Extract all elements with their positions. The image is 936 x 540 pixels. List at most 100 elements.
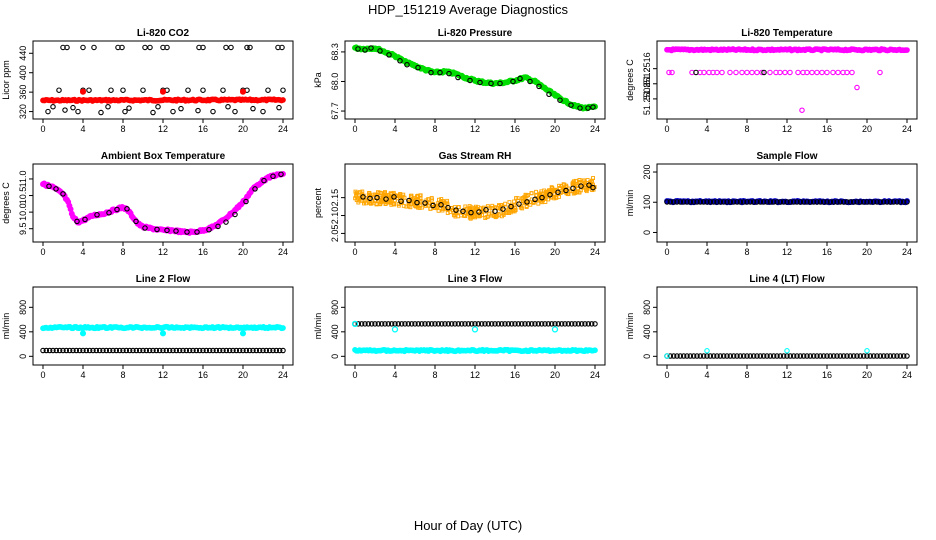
data-point (538, 321, 545, 327)
data-point (710, 353, 717, 359)
data-point (684, 353, 690, 359)
data-point (740, 353, 747, 359)
x-tick-label: 8 (120, 247, 125, 257)
data-point (216, 347, 223, 354)
data-point (700, 353, 707, 359)
data-point (585, 178, 590, 183)
data-point (466, 210, 471, 215)
x-tick-label: 16 (198, 124, 208, 134)
data-point (446, 70, 452, 77)
data-point (835, 69, 841, 76)
data-point (173, 228, 179, 234)
x-tick-label: 4 (704, 370, 709, 380)
data-point (166, 347, 173, 354)
data-point (585, 187, 590, 192)
x-tick-label: 8 (744, 124, 749, 134)
data-point (900, 199, 907, 205)
x-tick-label: 20 (550, 124, 560, 134)
data-point (93, 347, 100, 354)
data-point (200, 87, 206, 93)
data-point (415, 321, 422, 327)
data-point (784, 353, 790, 359)
figure-title: HDP_151219 Average Diagnostics (368, 2, 568, 17)
x-tick-label: 24 (278, 247, 288, 257)
y-tick-label: 51.2508 (642, 83, 652, 116)
data-point (568, 102, 574, 108)
data-point (499, 214, 504, 219)
data-point (232, 211, 238, 218)
data-point (804, 69, 810, 76)
y-tick-label: 68.0 (330, 73, 340, 91)
data-point (183, 347, 190, 354)
data-point (677, 353, 684, 359)
data-point (140, 347, 146, 354)
data-point (432, 321, 438, 327)
data-point (142, 225, 148, 231)
x-tick-label: 24 (902, 124, 912, 134)
y-tick-label: 800 (18, 300, 28, 315)
data-point (867, 353, 874, 359)
series-magenta (799, 84, 860, 113)
data-point (690, 199, 697, 205)
data-point (82, 216, 88, 223)
data-point (787, 353, 794, 359)
series-red (40, 88, 286, 104)
data-point (730, 353, 737, 359)
data-point (877, 69, 883, 76)
data-point (577, 190, 582, 195)
x-tick-label: 4 (392, 124, 397, 134)
data-point (437, 69, 443, 76)
data-point (750, 199, 757, 205)
data-point (105, 103, 111, 110)
panel-title: Li-820 Pressure (438, 28, 513, 39)
data-point (707, 353, 714, 359)
data-point (830, 353, 837, 359)
data-point (840, 199, 847, 205)
y-axis-label: ml/min (625, 190, 635, 217)
data-point (496, 203, 501, 208)
data-point (412, 321, 418, 327)
data-point (120, 347, 126, 354)
data-point (140, 87, 146, 93)
data-point (717, 199, 724, 205)
data-point (133, 218, 139, 225)
data-point (714, 69, 720, 76)
data-point (860, 353, 867, 359)
data-point (388, 321, 395, 327)
data-point (45, 108, 51, 115)
data-point (747, 353, 754, 359)
data-point (897, 199, 904, 205)
data-point (810, 199, 817, 205)
data-point (467, 77, 473, 84)
data-point (367, 195, 373, 202)
data-point (760, 353, 767, 359)
data-point (404, 204, 409, 209)
data-point (441, 207, 446, 211)
data-point (239, 88, 247, 95)
data-point (714, 353, 720, 359)
data-point (787, 199, 794, 205)
data-point (86, 347, 93, 354)
data-point (864, 348, 870, 354)
y-tick-label: 200 (642, 165, 652, 180)
data-point (795, 69, 801, 76)
data-point (834, 353, 840, 359)
data-point (96, 347, 103, 354)
data-point (693, 69, 699, 76)
data-point (270, 173, 276, 180)
x-tick-label: 12 (470, 247, 480, 257)
data-point (817, 353, 824, 359)
y-tick-label: 320 (18, 104, 28, 119)
data-point (794, 353, 800, 359)
data-point (850, 353, 857, 359)
data-point (561, 182, 566, 187)
data-point (727, 353, 734, 359)
data-point (734, 199, 740, 205)
data-point (551, 326, 559, 333)
data-point (398, 198, 404, 204)
data-point (280, 87, 286, 93)
data-point (385, 321, 392, 327)
data-point (797, 199, 804, 205)
data-point (473, 204, 478, 209)
panel-title: Gas Stream RH (439, 151, 512, 162)
